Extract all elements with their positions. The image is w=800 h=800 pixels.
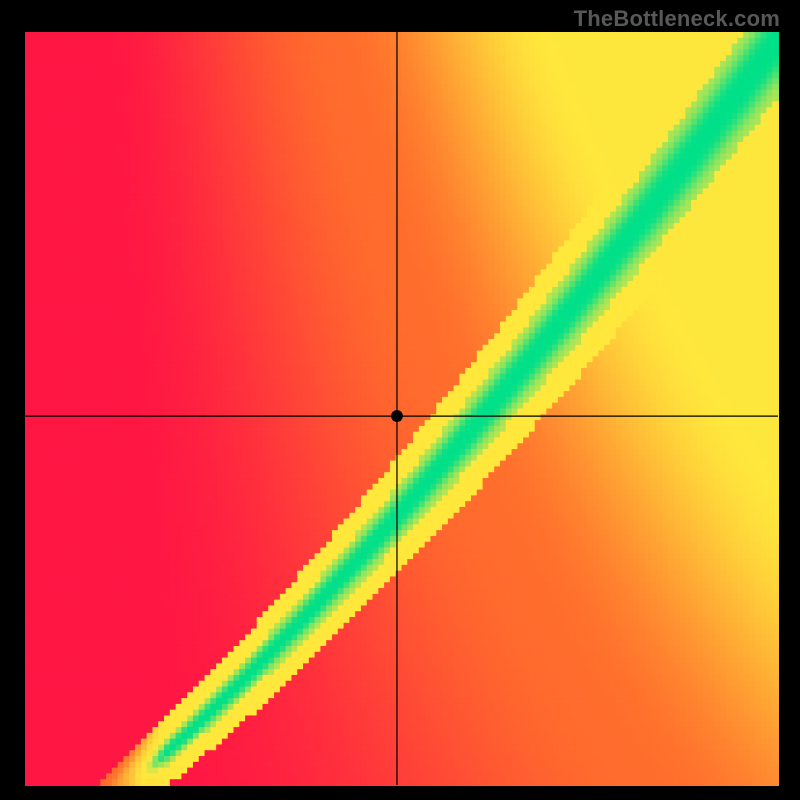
watermark-text: TheBottleneck.com (574, 6, 780, 32)
bottleneck-heatmap (0, 0, 800, 800)
